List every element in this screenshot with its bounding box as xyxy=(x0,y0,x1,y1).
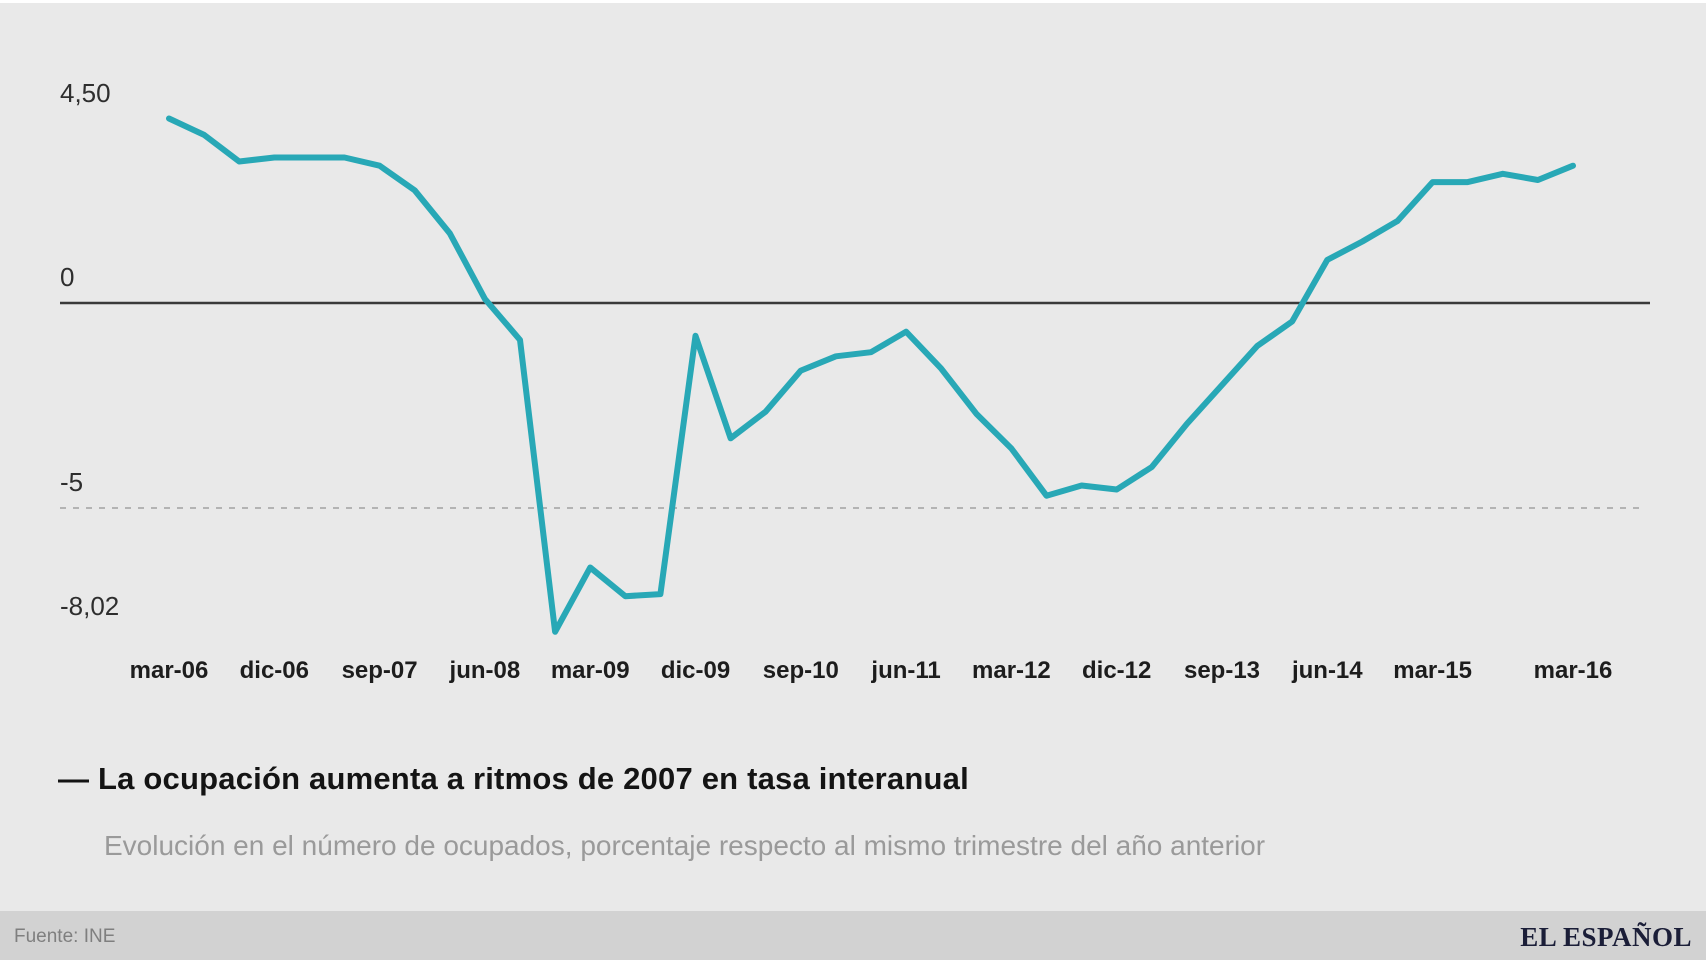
x-axis-label: mar-12 xyxy=(972,657,1051,684)
x-axis: mar-06 dic-06 sep-07 jun-08 mar-09 dic-09 sep-… xyxy=(0,657,1706,689)
chart-title: — La ocupación aumenta a ritmos de 2007 … xyxy=(58,761,969,796)
y-axis-label: 0 xyxy=(60,262,75,292)
brand-logo: EL ESPAÑOL xyxy=(1520,921,1692,952)
x-axis-label: dic-06 xyxy=(239,657,309,684)
x-axis-label: mar-09 xyxy=(550,657,630,684)
employment-trend-line xyxy=(166,115,1576,635)
x-axis-label: dic-12 xyxy=(1082,657,1152,684)
y-axis-label: -5 xyxy=(60,467,84,497)
source-label: Fuente: INE xyxy=(14,926,116,947)
x-axis-label: sep-13 xyxy=(1183,657,1261,684)
x-axis-label: mar-15 xyxy=(1393,657,1472,684)
x-axis-label: sep-10 xyxy=(762,657,839,684)
chart-subtitle: Evolución en el número de ocupados, porc… xyxy=(104,830,1266,861)
x-axis-label: mar-16 xyxy=(1533,657,1613,684)
x-axis-label: mar-06 xyxy=(129,657,209,684)
x-axis-label: jun-14 xyxy=(1291,657,1363,684)
x-axis-label: dic-09 xyxy=(660,657,731,684)
y-axis-label: -8,02 xyxy=(60,590,120,621)
y-axis-label: 4,50 xyxy=(60,77,111,108)
x-axis-label: jun-11 xyxy=(871,657,941,684)
plot-area xyxy=(60,115,1650,635)
x-axis-label: sep-07 xyxy=(341,657,418,684)
footer-bar: Fuente: INE EL ESPAÑOL xyxy=(0,911,1706,960)
x-axis-label: jun-08 xyxy=(449,657,521,684)
